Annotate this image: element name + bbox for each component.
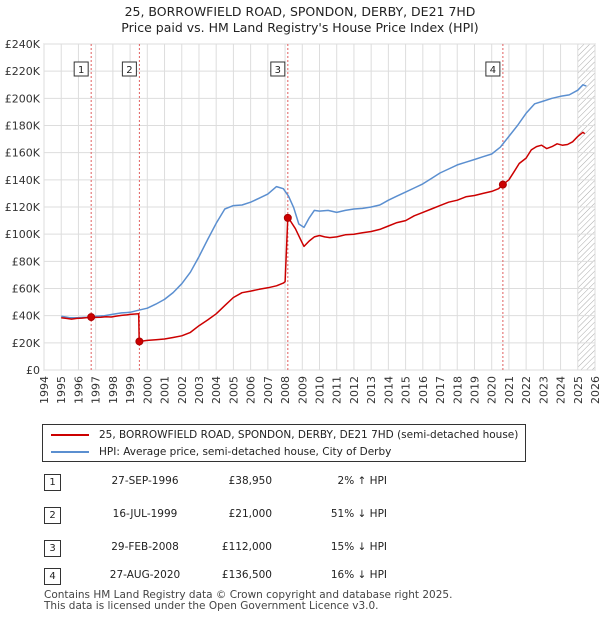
- x-tick-label: 2007: [262, 376, 275, 404]
- x-tick-label: 1996: [72, 376, 85, 404]
- transaction-number: 2: [44, 507, 61, 524]
- table-row: 2 16-JUL-1999 £21,000 51% ↓ HPI: [42, 507, 562, 527]
- footer-copyright: Contains HM Land Registry data © Crown c…: [44, 589, 453, 601]
- x-tick-label: 2014: [382, 376, 395, 404]
- transaction-price: £136,500: [221, 569, 272, 581]
- transaction-date: 27-SEP-1996: [111, 475, 179, 487]
- footer-licence: This data is licensed under the Open Gov…: [44, 600, 379, 612]
- legend: 25, BORROWFIELD ROAD, SPONDON, DERBY, DE…: [42, 424, 526, 462]
- transaction-number: 3: [44, 540, 61, 557]
- x-tick-label: 1999: [124, 376, 137, 404]
- x-tick-label: 2003: [193, 376, 206, 404]
- transaction-date: 27-AUG-2020: [109, 569, 181, 581]
- x-tick-label: 2002: [176, 376, 189, 404]
- x-tick-label: 2008: [279, 376, 292, 404]
- price-chart: 1994 1995 1996 1997 1998 1999 2000 2001 2002 2003…: [5, 38, 600, 404]
- sale-label-box: [73, 61, 89, 77]
- table-row: 1 27-SEP-1996 £38,950 2% ↑ HPI: [42, 474, 562, 494]
- x-tick-label: 2017: [434, 376, 447, 404]
- transaction-hpi: 15% ↓ HPI: [330, 541, 387, 553]
- y-tick-label: £80K: [12, 255, 41, 268]
- transaction-price: £21,000: [228, 508, 272, 520]
- y-tick-label: £40K: [12, 310, 41, 323]
- transaction-price: £38,950: [228, 475, 272, 487]
- x-tick-label: 2000: [141, 376, 154, 404]
- chart-subtitle: Price paid vs. HM Land Registry's House …: [121, 20, 479, 35]
- y-tick-label: £220K: [5, 65, 41, 78]
- transaction-price: £112,000: [221, 541, 272, 553]
- x-tick-label: 2019: [468, 376, 481, 404]
- sale-point: [498, 180, 507, 189]
- x-tick-label: 2025: [572, 376, 585, 404]
- y-tick-label: £140K: [5, 174, 41, 187]
- transaction-date: 16-JUL-1999: [112, 508, 178, 520]
- x-tick-label: 2022: [520, 376, 533, 404]
- table-row: 3 29-FEB-2008 £112,000 15% ↓ HPI: [42, 540, 562, 560]
- y-tick-label: £240K: [5, 38, 41, 51]
- legend-label-hpi: HPI: Average price, semi-detached house,…: [99, 446, 392, 458]
- transaction-hpi: 51% ↓ HPI: [330, 508, 387, 520]
- x-tick-label: 2012: [348, 376, 361, 404]
- chart-title: 25, BORROWFIELD ROAD, SPONDON, DERBY, DE…: [124, 4, 476, 19]
- sale-point: [135, 337, 144, 346]
- table-row: 4 27-AUG-2020 £136,500 16% ↓ HPI: [42, 568, 562, 588]
- sale-label-box: [270, 61, 286, 77]
- transaction-date: 29-FEB-2008: [111, 541, 179, 553]
- x-tick-label: 2016: [417, 376, 430, 404]
- x-tick-label: 1997: [90, 376, 103, 404]
- x-tick-label: 2021: [503, 376, 516, 404]
- sale-label: 4: [490, 65, 496, 76]
- x-tick-label: 2009: [296, 376, 309, 404]
- y-tick-label: £200K: [5, 92, 41, 105]
- sale-label: 2: [126, 65, 132, 76]
- x-tick-label: 1995: [55, 376, 68, 404]
- sale-point: [283, 213, 292, 222]
- x-tick-label: 1994: [38, 376, 51, 404]
- hpi-line: [61, 84, 587, 319]
- transaction-hpi: 16% ↓ HPI: [330, 569, 387, 581]
- x-tick-label: 2001: [159, 376, 172, 404]
- footer: Contains HM Land Registry data © Crown c…: [44, 590, 452, 612]
- property-price-line: [61, 131, 586, 343]
- sale-label: 1: [78, 65, 84, 76]
- y-tick-label: £0: [26, 364, 40, 377]
- y-tick-label: £120K: [5, 201, 41, 214]
- x-tick-label: 2024: [555, 376, 568, 404]
- legend-line-hpi: [51, 451, 89, 453]
- sale-point: [87, 313, 96, 322]
- y-tick-label: £160K: [5, 147, 41, 160]
- x-tick-label: 2004: [210, 376, 223, 404]
- legend-line-property: [51, 434, 89, 436]
- x-tick-label: 2026: [589, 376, 600, 404]
- x-tick-label: 1998: [107, 376, 120, 404]
- transaction-hpi: 2% ↑ HPI: [337, 475, 387, 487]
- transaction-number: 1: [44, 474, 61, 491]
- sale-label-box: [121, 61, 137, 77]
- y-tick-label: £60K: [12, 283, 41, 296]
- y-tick-label: £20K: [12, 337, 41, 350]
- x-tick-label: 2013: [365, 376, 378, 404]
- x-tick-label: 2006: [245, 376, 258, 404]
- sale-label-box: [485, 61, 501, 77]
- sale-label: 3: [275, 65, 281, 76]
- x-tick-label: 2015: [400, 376, 413, 404]
- transaction-number: 4: [44, 568, 61, 585]
- x-tick-label: 2011: [331, 376, 344, 404]
- x-tick-label: 2010: [314, 376, 327, 404]
- x-tick-label: 2018: [451, 376, 464, 404]
- x-tick-label: 2020: [486, 376, 499, 404]
- y-tick-label: £100K: [5, 228, 41, 241]
- x-tick-label: 2023: [537, 376, 550, 404]
- y-tick-label: £180K: [5, 120, 41, 133]
- legend-label-property: 25, BORROWFIELD ROAD, SPONDON, DERBY, DE…: [99, 429, 519, 441]
- x-tick-label: 2005: [227, 376, 240, 404]
